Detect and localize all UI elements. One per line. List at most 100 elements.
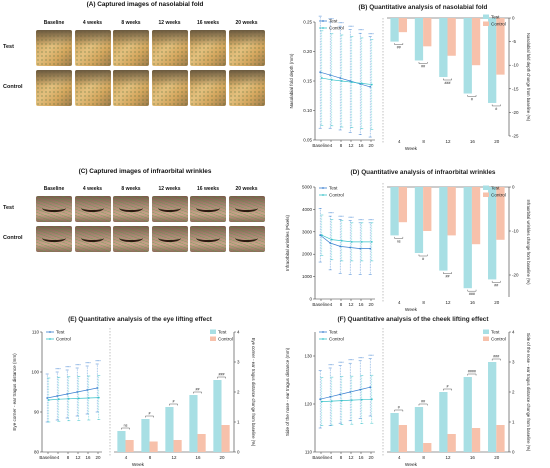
bar xyxy=(197,434,206,452)
legend-label: Test xyxy=(491,186,500,191)
bar-x-tick-label: 12 xyxy=(445,139,451,144)
chart-b: (B) Quantitative analysis of nasolabial … xyxy=(289,4,531,152)
legend-swatch xyxy=(210,329,216,334)
x-tick-label: 4 xyxy=(330,143,333,148)
data-point xyxy=(320,234,323,237)
x-tick-label: 4 xyxy=(330,302,333,307)
x-tick-label: 20 xyxy=(368,302,374,307)
bar-y-tick-label: 1 xyxy=(512,420,515,425)
y-tick-label: 110 xyxy=(305,450,313,455)
legend-marker xyxy=(322,20,324,22)
significance-bracket xyxy=(418,403,428,406)
bar xyxy=(447,187,456,236)
bar xyxy=(447,434,456,452)
legend-swatch xyxy=(483,192,489,197)
y-tick-label: 110 xyxy=(32,330,40,335)
infraorbital-photo xyxy=(74,196,111,222)
bar-significance-label: ### xyxy=(445,81,451,85)
data-point xyxy=(340,399,343,402)
chart-e: (E) Quantitative analysis of the eye lif… xyxy=(12,316,256,468)
panel-c-column-label: 4 weeks xyxy=(82,186,103,192)
bar xyxy=(496,18,505,75)
series-line xyxy=(319,234,371,249)
significance-bracket xyxy=(418,61,428,64)
legend-label: Control xyxy=(491,193,506,198)
data-point xyxy=(46,397,49,399)
bar-significance-label: # xyxy=(471,98,473,102)
panel-a-title: (A) Captured images of nasolabial fold xyxy=(86,1,204,8)
bar-significance-label: ns xyxy=(397,239,401,243)
panel-a-row-label: Test xyxy=(3,44,14,50)
series-line xyxy=(320,71,371,88)
bar-x-tick-label: 16 xyxy=(195,455,201,460)
significance-mark: **** xyxy=(95,360,101,364)
y-tick-label: 100 xyxy=(31,370,39,375)
data-point xyxy=(360,398,363,401)
data-point xyxy=(339,77,342,79)
data-point xyxy=(330,400,333,403)
nasolabial-photo xyxy=(228,70,265,106)
chart-title: (D) Quantitative analysis of infraorbita… xyxy=(351,169,496,176)
x-axis-label: Week xyxy=(405,462,418,468)
bar-significance-label: #### xyxy=(468,370,476,374)
bar-significance-label: ### xyxy=(493,355,499,359)
significance-bracket xyxy=(394,236,404,239)
bar xyxy=(463,18,472,94)
data-point xyxy=(96,387,99,389)
y-tick-label: 120 xyxy=(304,402,312,407)
infraorbital-photo xyxy=(151,196,188,222)
data-point xyxy=(340,80,343,82)
infraorbital-photo xyxy=(190,196,226,222)
data-point xyxy=(339,245,342,248)
bar xyxy=(390,413,399,452)
data-point xyxy=(369,247,372,250)
data-point xyxy=(370,398,373,401)
data-point xyxy=(97,396,100,399)
significance-bracket xyxy=(467,289,477,292)
x-tick-label: 16 xyxy=(85,455,91,460)
bar-x-tick-label: 12 xyxy=(445,300,451,305)
x-tick-label: 12 xyxy=(348,302,354,307)
nasolabial-photo xyxy=(228,30,265,66)
significance-bracket xyxy=(467,95,477,97)
significance-bracket xyxy=(394,409,404,412)
data-point xyxy=(369,86,372,88)
bar-significance-label: # xyxy=(398,406,400,410)
bar xyxy=(141,419,150,452)
legend-label: Test xyxy=(491,330,500,335)
nasolabial-photo xyxy=(36,30,72,66)
bar-x-tick-label: 8 xyxy=(422,455,425,460)
data-point xyxy=(350,240,353,243)
bar xyxy=(414,407,424,452)
bar xyxy=(471,18,481,66)
x-tick-label: 12 xyxy=(348,455,354,460)
legend-label: Test xyxy=(329,186,338,191)
data-point xyxy=(359,247,362,250)
significance-mark: **** xyxy=(75,364,81,368)
significance-bracket xyxy=(193,391,202,394)
infraorbital-photo xyxy=(190,226,226,252)
bar-x-tick-label: 12 xyxy=(171,455,177,460)
chart-f: (F) Quantitative analysis of the cheek l… xyxy=(285,316,531,468)
bar-significance-label: ## xyxy=(494,283,498,287)
x-tick-label: 16 xyxy=(358,143,364,148)
legend-marker xyxy=(322,27,324,29)
bar-y-tick-label: -5 xyxy=(512,39,516,44)
bar xyxy=(423,18,432,47)
data-point xyxy=(349,391,352,393)
data-point xyxy=(350,81,353,84)
y-tick-label: 130 xyxy=(304,354,312,359)
x-tick-label: Baseline xyxy=(312,302,330,307)
bar xyxy=(165,407,174,452)
significance-bracket xyxy=(467,373,477,376)
legend-label: Test xyxy=(329,19,338,24)
significance-mark: **** xyxy=(338,215,344,219)
bar-significance-label: # xyxy=(422,257,424,261)
y-tick-label: 0 xyxy=(309,297,312,302)
bar xyxy=(398,187,408,223)
legend-label: Control xyxy=(218,337,233,342)
bar-y-tick-label: -15 xyxy=(512,86,519,91)
right-y-axis-label: Eye corner - ear tragus distance change … xyxy=(251,338,256,447)
bar-x-tick-label: 8 xyxy=(149,455,152,460)
bar xyxy=(423,187,432,231)
